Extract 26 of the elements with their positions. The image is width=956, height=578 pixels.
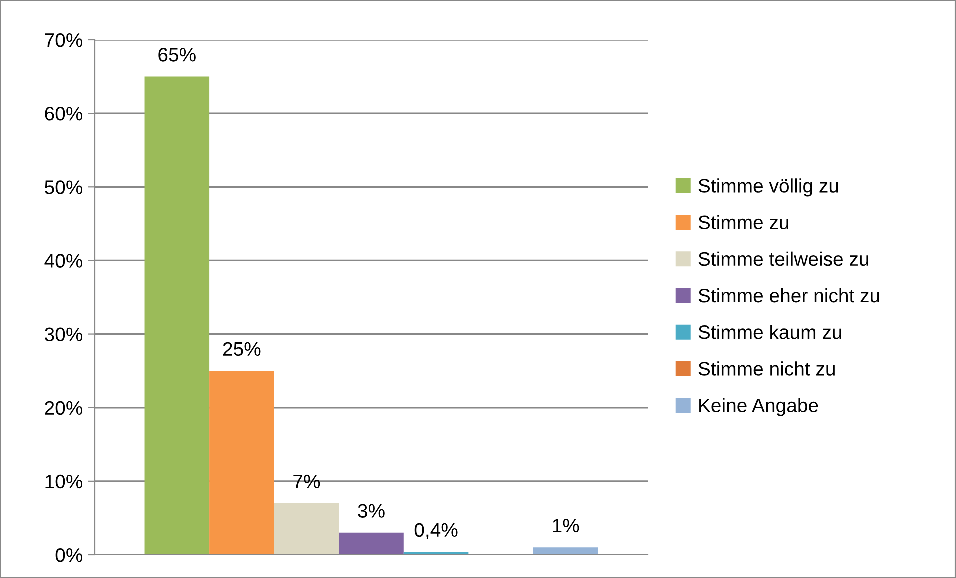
bar [533,548,598,555]
legend-label: Stimme zu [698,215,788,230]
y-tick-label: 30% [45,328,83,342]
legend-label: Keine Angabe [700,398,818,416]
data-label: 25% [223,342,261,356]
legend-label: Stimme kaum zu [698,325,842,340]
bar [210,371,274,555]
y-tick-label: 40% [44,254,83,268]
legend-label: Stimme eher nicht zu [698,288,880,303]
data-label: 7% [294,474,320,488]
y-tick-label: 0% [56,548,83,562]
legend-label: Stimme völlig zu [698,178,838,197]
y-tick-label: 10% [46,474,83,489]
bar [144,76,210,555]
bar [339,532,404,555]
y-tick-label: 50% [45,180,83,194]
data-label: 1% [553,519,580,533]
data-label: 65% [158,48,196,62]
y-tick-label: 70% [45,33,83,48]
y-tick-label: 20% [45,401,83,416]
bar [274,504,340,555]
y-tick-label: 60% [45,107,83,121]
data-label: 0,4% [414,523,458,540]
legend-label: Stimme teilweise zu [698,252,868,266]
data-label: 3% [358,504,385,518]
legend-label: Stimme nicht zu [698,362,835,376]
